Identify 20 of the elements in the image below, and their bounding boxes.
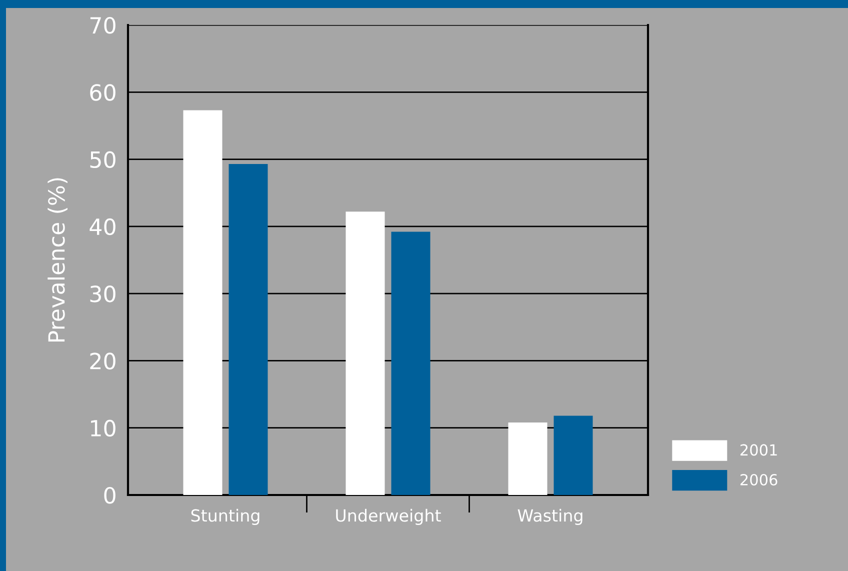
x-tick-label: Wasting — [518, 508, 582, 526]
bar — [508, 422, 548, 495]
y-tick-label: 70 — [90, 16, 116, 34]
legend-label: 2006 — [740, 474, 778, 486]
bar — [183, 110, 222, 495]
x-tick-label: Underweight — [336, 508, 441, 526]
y-tick-label: 40 — [90, 218, 116, 236]
legend-label: 2001 — [740, 444, 777, 456]
y-tick-label: 30 — [90, 286, 116, 302]
y-tick-label: 0 — [104, 486, 116, 504]
bar — [391, 232, 430, 495]
y-tick-label: 10 — [91, 420, 116, 437]
bar — [346, 212, 385, 495]
x-tick-label: Stunting — [191, 508, 260, 526]
y-axis-title: Prevalence (%) — [48, 178, 68, 342]
y-tick-label: 60 — [90, 84, 116, 101]
y-tick-label: 20 — [90, 352, 116, 370]
bar — [554, 416, 593, 495]
y-tick-label: 50 — [90, 151, 116, 168]
bar — [228, 164, 268, 495]
